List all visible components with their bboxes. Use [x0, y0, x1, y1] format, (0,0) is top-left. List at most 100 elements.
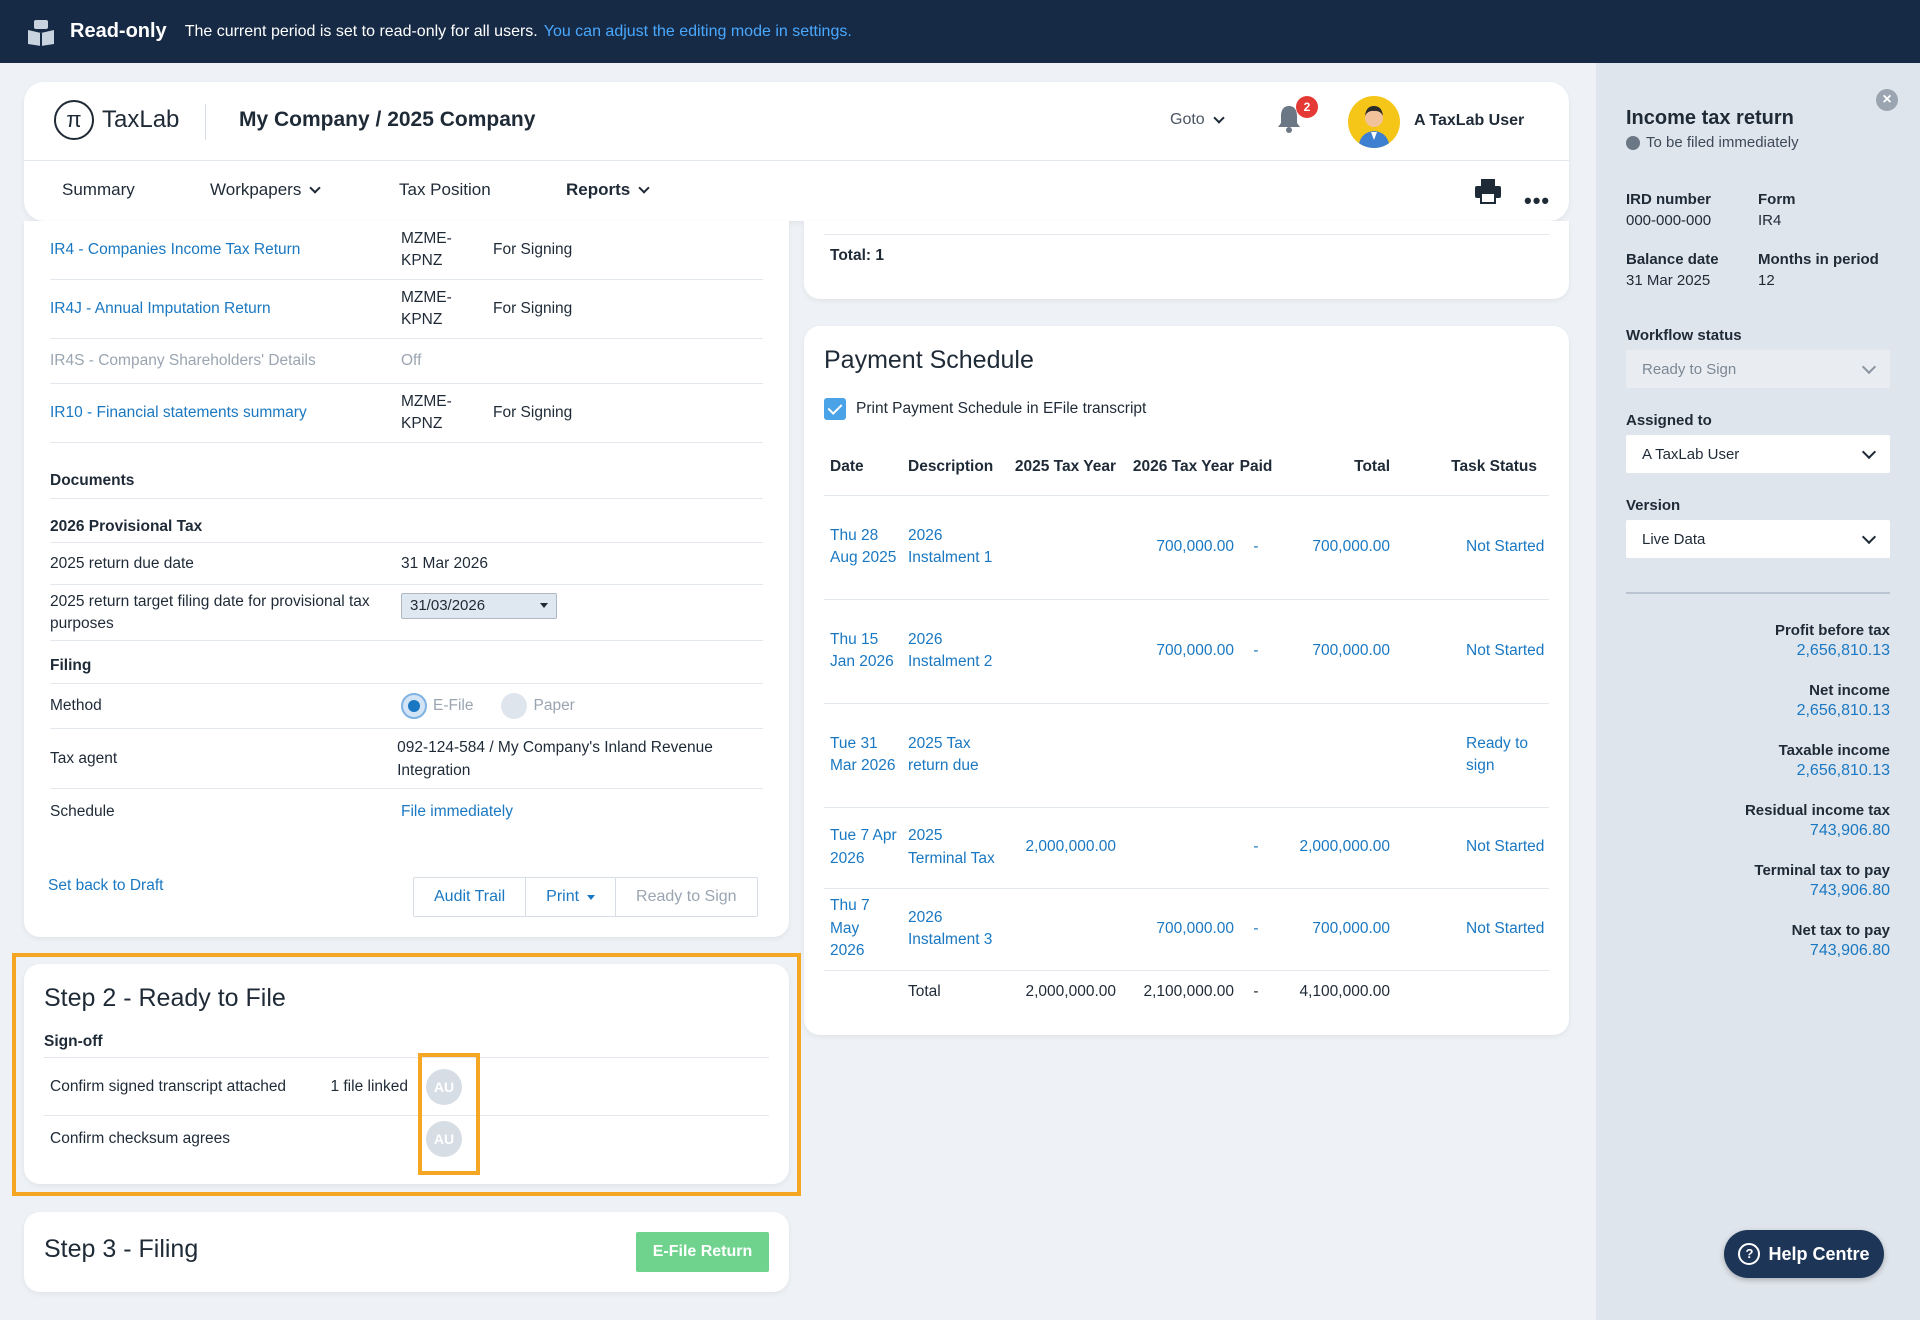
assigned-to-select[interactable]: A TaxLab User [1626, 435, 1890, 473]
cell-status[interactable]: Not Started [1390, 807, 1549, 889]
cell-date[interactable]: Tue 7 Apr 2026 [824, 807, 898, 889]
close-icon[interactable]: × [1876, 89, 1898, 111]
metric-value[interactable]: 743,906.80 [1809, 822, 1890, 839]
cell-2025[interactable]: 2,000,000.00 [1004, 807, 1116, 889]
cell-description[interactable]: 2026 Instalment 2 [898, 599, 1004, 704]
metric-label: Terminal tax to pay [1754, 862, 1890, 879]
metric-profit-before-tax: Profit before tax 2,656,810.13 [1626, 622, 1890, 660]
radio-paper[interactable]: Paper [501, 693, 575, 719]
workflow-status-select[interactable]: Ready to Sign [1626, 350, 1890, 388]
return-code: MZME- KPNZ [401, 289, 452, 328]
printer-icon[interactable] [1474, 178, 1502, 204]
version-select[interactable]: Live Data [1626, 520, 1890, 558]
cell-total-2025: 2,000,000.00 [1025, 983, 1116, 1000]
nav-divider [24, 160, 1569, 161]
metric-value[interactable]: 2,656,810.13 [1796, 702, 1890, 719]
logo-text: TaxLab [102, 106, 180, 133]
cell-status[interactable]: Not Started [1390, 888, 1549, 971]
radio-efile[interactable]: E-File [401, 693, 473, 719]
print-schedule-checkbox[interactable]: Print Payment Schedule in EFile transcri… [824, 398, 1146, 420]
form-field: Form IR4 [1758, 191, 1890, 229]
due-date-row: 2025 return due date 31 Mar 2026 [50, 543, 763, 585]
notifications-button[interactable]: 2 [1276, 96, 1318, 136]
cell-status[interactable]: Not Started [1390, 495, 1549, 600]
cell-status[interactable]: Not Started [1390, 599, 1549, 704]
metric-value[interactable]: 743,906.80 [1809, 942, 1890, 959]
user-name[interactable]: A TaxLab User [1414, 112, 1525, 129]
cell-date[interactable]: Thu 7 May 2026 [824, 888, 898, 971]
metric-net-tax-to-pay: Net tax to pay 743,906.80 [1626, 922, 1890, 960]
metric-value[interactable]: 743,906.80 [1809, 882, 1890, 899]
table-total-row: Total 2,000,000.00 2,100,000.00 - 4,100,… [824, 970, 1549, 1014]
signoff-avatar[interactable]: AU [426, 1068, 462, 1105]
return-link-ir4[interactable]: IR4 - Companies Income Tax Return [50, 241, 301, 258]
ird-label: IRD number [1626, 191, 1712, 208]
efile-return-button[interactable]: E-File Return [636, 1232, 769, 1272]
cell-date[interactable]: Tue 31 Mar 2026 [824, 703, 898, 808]
settings-link[interactable]: You can adjust the editing mode in setti… [543, 22, 852, 40]
user-avatar-icon [1358, 106, 1390, 148]
col-date: Date [824, 439, 898, 496]
metric-value[interactable]: 2,656,810.13 [1796, 642, 1890, 659]
nav-reports[interactable]: Reports [566, 180, 650, 200]
form-label: Form [1758, 191, 1796, 208]
return-code: MZME- KPNZ [401, 230, 452, 269]
nav-summary[interactable]: Summary [62, 180, 135, 200]
more-options-icon[interactable]: ••• [1524, 188, 1551, 213]
ird-value: 000-000-000 [1626, 212, 1712, 229]
target-date-select[interactable]: 31/03/2026 [401, 592, 557, 619]
metric-value[interactable]: 2,656,810.13 [1796, 762, 1890, 779]
return-link-ir10[interactable]: IR10 - Financial statements summary [50, 404, 307, 421]
cell-description[interactable]: 2025 Terminal Tax [898, 807, 1004, 889]
cell-total: 2,000,000.00 [1278, 807, 1390, 889]
signoff-avatars-highlight [418, 1053, 480, 1175]
return-link-ir4j[interactable]: IR4J - Annual Imputation Return [50, 300, 271, 317]
workflow-label: Workflow status [1626, 327, 1742, 344]
company-breadcrumb[interactable]: My Company / 2025 Company [239, 108, 536, 131]
cell-description[interactable]: 2026 Instalment 1 [898, 495, 1004, 600]
ready-to-sign-label: Ready to Sign [636, 888, 737, 905]
cell-date[interactable]: Thu 28 Aug 2025 [824, 495, 898, 600]
schedule-label: Schedule [50, 802, 115, 820]
cell-date[interactable]: Thu 15 Jan 2026 [824, 599, 898, 704]
cell-description[interactable]: 2026 Instalment 3 [898, 888, 1004, 971]
cell-2026[interactable]: 700,000.00 [1116, 888, 1234, 971]
file-linked-link[interactable]: 1 file linked [330, 1077, 408, 1095]
nav-workpapers[interactable]: Workpapers [210, 180, 322, 200]
return-code: Off [401, 352, 422, 369]
table-row: Tue 31 Mar 2026 2025 Tax return due Read… [824, 703, 1549, 808]
target-date-row: 2025 return target filing date for provi… [50, 585, 763, 641]
user-avatar[interactable] [1348, 96, 1400, 148]
read-only-message: The current period is set to read-only f… [184, 22, 538, 40]
taxlab-logo[interactable]: π TaxLab [54, 100, 179, 140]
ready-to-sign-button[interactable]: Ready to Sign [616, 878, 757, 916]
return-status: For Signing [493, 241, 573, 258]
cell-2026[interactable]: 700,000.00 [1116, 495, 1234, 600]
set-back-to-draft-link[interactable]: Set back to Draft [48, 877, 164, 894]
chevron-down-icon [1213, 111, 1225, 124]
cell-2026[interactable]: 700,000.00 [1116, 599, 1234, 704]
documents-section: Documents [50, 443, 763, 499]
nav-tax-position[interactable]: Tax Position [399, 180, 491, 200]
table-row: Thu 15 Jan 2026 2026 Instalment 2 700,00… [824, 599, 1549, 704]
clock-icon [1626, 135, 1640, 150]
schedule-link[interactable]: File immediately [401, 803, 513, 820]
dropdown-arrow-icon [587, 894, 596, 900]
metric-label: Net tax to pay [1791, 922, 1890, 939]
provisional-heading: 2026 Provisional Tax [50, 518, 203, 535]
audit-trail-button[interactable]: Audit Trail [414, 878, 527, 916]
cell-status[interactable]: Ready to sign [1390, 703, 1549, 808]
balance-date-field: Balance date 31 Mar 2025 [1626, 251, 1758, 289]
cell-description[interactable]: 2025 Tax return due [898, 703, 1004, 808]
return-info-grid: IRD number 000-000-000 Form IR4 Balance … [1626, 191, 1890, 289]
ird-field: IRD number 000-000-000 [1626, 191, 1758, 229]
goto-dropdown[interactable]: Goto [1170, 111, 1225, 129]
col-2026: 2026 Tax Year [1116, 439, 1234, 496]
cell-empty [1390, 970, 1549, 1014]
signoff-row: Confirm checksum agrees AU [44, 1115, 769, 1161]
signoff-avatar[interactable]: AU [426, 1120, 462, 1157]
cell-total: 700,000.00 [1278, 495, 1390, 600]
step2-title: Step 2 - Ready to File [44, 984, 286, 1012]
print-button[interactable]: Print [526, 878, 617, 916]
help-centre-button[interactable]: ? Help Centre [1724, 1230, 1884, 1278]
